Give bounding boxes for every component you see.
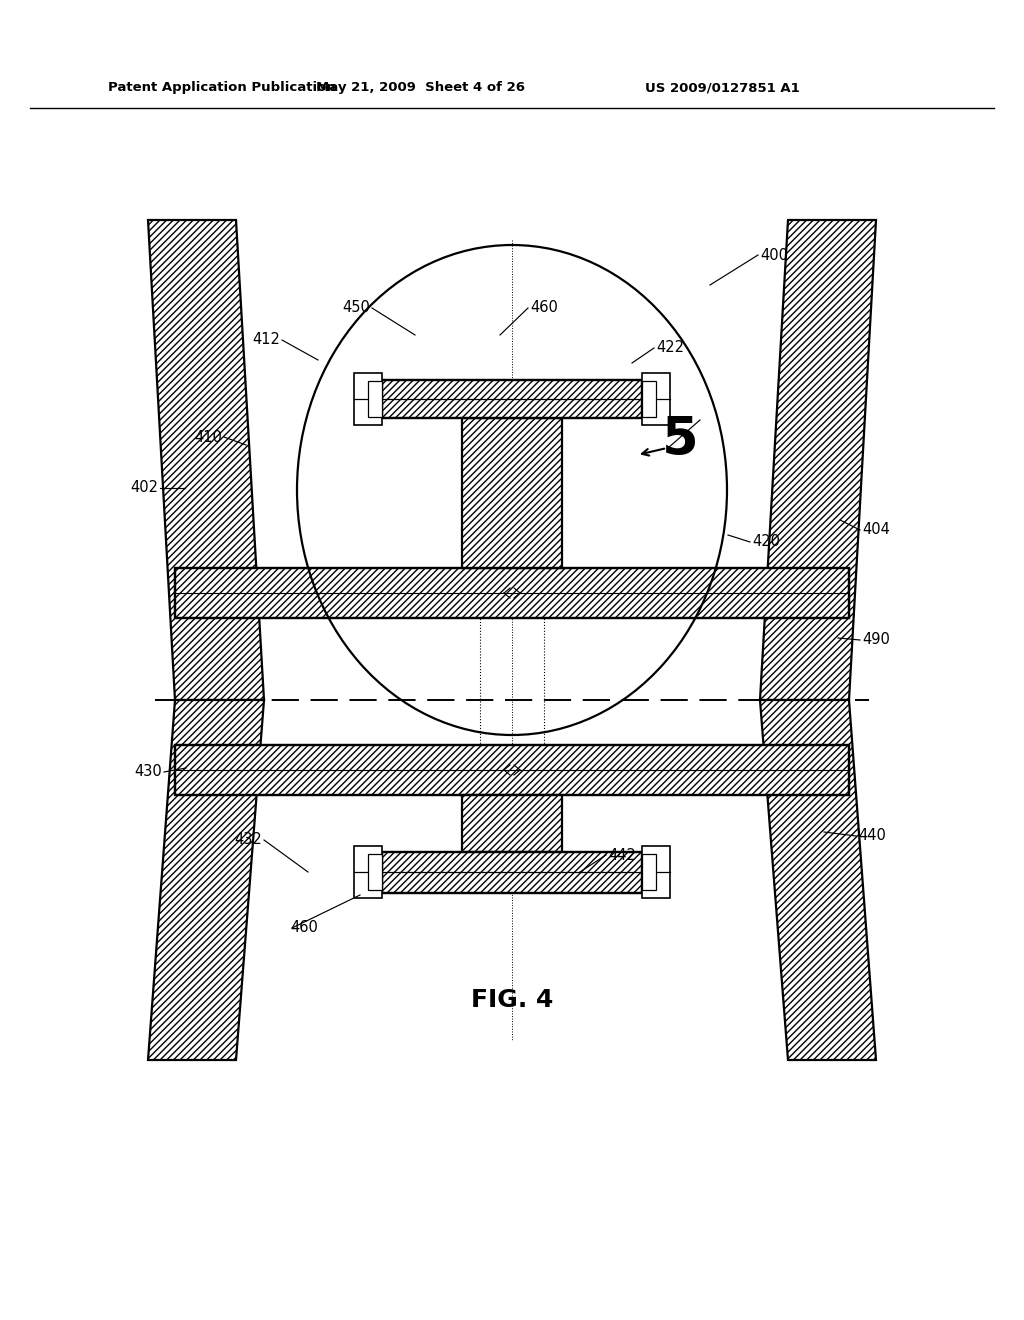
Bar [642,381,656,417]
Text: Patent Application Publication: Patent Application Publication [108,82,336,95]
Bar [462,795,562,851]
Text: US 2009/0127851 A1: US 2009/0127851 A1 [645,82,800,95]
Bar [175,568,849,618]
Text: May 21, 2009  Sheet 4 of 26: May 21, 2009 Sheet 4 of 26 [315,82,524,95]
Text: 5: 5 [662,414,698,466]
Text: 450: 450 [342,301,370,315]
Bar [175,568,849,618]
Text: 410: 410 [195,429,222,445]
Bar [368,854,382,890]
Text: 440: 440 [858,829,886,843]
Text: 432: 432 [234,833,262,847]
Text: 402: 402 [130,480,158,495]
Polygon shape [760,220,876,700]
Bar [368,381,382,417]
Text: 490: 490 [862,632,890,648]
Bar [382,851,642,894]
Bar [175,744,849,795]
Text: 430: 430 [134,764,162,780]
Bar [642,854,656,890]
Bar [462,418,562,568]
Text: 420: 420 [752,535,780,549]
Text: 460: 460 [290,920,317,936]
Text: 422: 422 [656,341,684,355]
Polygon shape [148,220,264,700]
Bar [642,846,670,898]
Bar [382,380,642,418]
Polygon shape [760,700,876,1060]
Bar [175,744,849,795]
Text: 404: 404 [862,523,890,537]
Bar [642,374,670,425]
Bar [354,374,382,425]
Bar [354,846,382,898]
Bar [382,851,642,894]
Text: 442: 442 [608,847,636,862]
Text: 460: 460 [530,301,558,315]
Text: 412: 412 [252,333,280,347]
Text: FIG. 4: FIG. 4 [471,987,553,1012]
Bar [382,380,642,418]
Text: 400: 400 [760,248,788,263]
Polygon shape [148,700,264,1060]
